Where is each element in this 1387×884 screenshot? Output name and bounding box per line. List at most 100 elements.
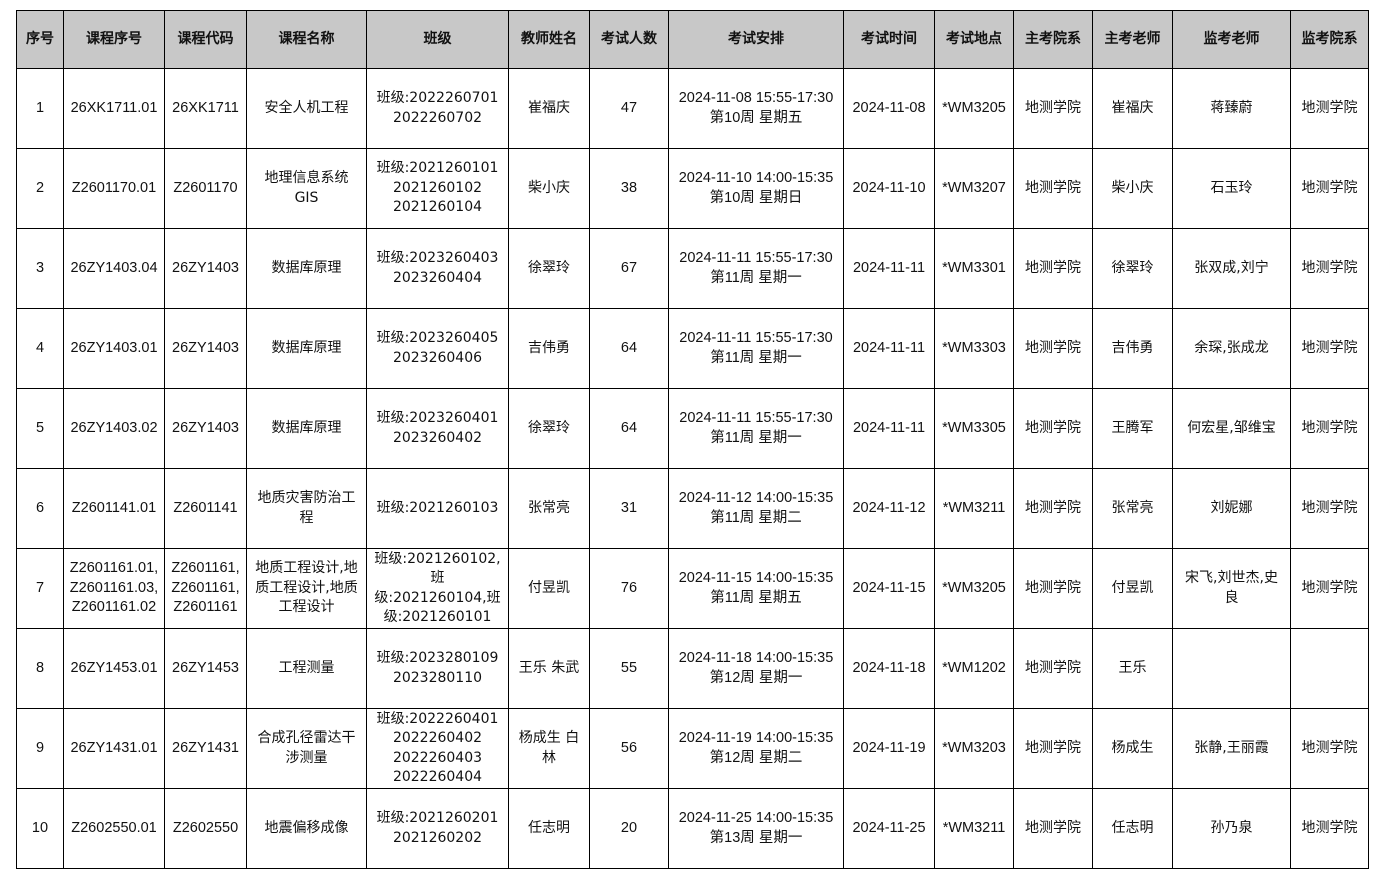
header-class: 班级 <box>366 10 509 69</box>
header-chief-teacher: 主考老师 <box>1092 10 1173 69</box>
cell-exam-count: 47 <box>589 68 669 149</box>
cell-course-seq: 26ZY1453.01 <box>63 628 165 709</box>
cell-exam-location: *WM3205 <box>934 68 1014 149</box>
cell-exam-arrangement: 2024-11-11 15:55-17:30 第11周 星期一 <box>668 388 844 469</box>
table-row: 7 Z2601161.01, Z2601161.03, Z2601161.02 Z2… <box>16 548 1369 629</box>
cell-course-name: 安全人机工程 <box>246 68 367 149</box>
cell-exam-date: 2024-11-15 <box>843 548 935 629</box>
cell-proctor: 张双成,刘宁 <box>1172 228 1291 309</box>
cell-exam-count: 76 <box>589 548 669 629</box>
cell-course-code: Z2601170 <box>164 148 247 229</box>
cell-chief-teacher: 吉伟勇 <box>1092 308 1173 389</box>
cell-exam-date: 2024-11-18 <box>843 628 935 709</box>
table-row: 10 Z2602550.01 Z2602550 地震偏移成像 班级:2021260201… <box>16 788 1369 869</box>
cell-exam-date: 2024-11-25 <box>843 788 935 869</box>
cell-exam-date: 2024-11-08 <box>843 68 935 149</box>
cell-teacher: 杨成生 白 林 <box>508 708 590 789</box>
cell-course-code: 26XK1711 <box>164 68 247 149</box>
header-exam-count: 考试人数 <box>589 10 669 69</box>
cell-course-name: 合成孔径雷达干 涉测量 <box>246 708 367 789</box>
cell-exam-arrangement: 2024-11-10 14:00-15:35 第10周 星期日 <box>668 148 844 229</box>
cell-exam-location: *WM3205 <box>934 548 1014 629</box>
cell-teacher: 吉伟勇 <box>508 308 590 389</box>
cell-teacher: 徐翠玲 <box>508 388 590 469</box>
cell-chief-teacher: 张常亮 <box>1092 468 1173 549</box>
cell-proctor-dept: 地测学院 <box>1290 228 1369 309</box>
cell-exam-arrangement: 2024-11-12 14:00-15:35 第11周 星期二 <box>668 468 844 549</box>
header-exam-location: 考试地点 <box>934 10 1014 69</box>
cell-proctor: 余琛,张成龙 <box>1172 308 1291 389</box>
cell-exam-count: 55 <box>589 628 669 709</box>
cell-exam-count: 67 <box>589 228 669 309</box>
cell-course-seq: Z2601141.01 <box>63 468 165 549</box>
cell-proctor-dept: 地测学院 <box>1290 788 1369 869</box>
cell-class: 班级:2021260101 2021260102 2021260104 <box>366 148 509 229</box>
cell-index: 6 <box>16 468 64 549</box>
header-exam-arrangement: 考试安排 <box>668 10 844 69</box>
header-proctor-dept: 监考院系 <box>1290 10 1369 69</box>
cell-course-name: 地质工程设计,地 质工程设计,地质 工程设计 <box>246 548 367 629</box>
header-exam-date: 考试时间 <box>843 10 935 69</box>
cell-exam-arrangement: 2024-11-19 14:00-15:35 第12周 星期二 <box>668 708 844 789</box>
header-course-name: 课程名称 <box>246 10 367 69</box>
cell-course-name: 地震偏移成像 <box>246 788 367 869</box>
cell-teacher: 张常亮 <box>508 468 590 549</box>
cell-exam-arrangement: 2024-11-18 14:00-15:35 第12周 星期一 <box>668 628 844 709</box>
cell-class: 班级:2023260401 2023260402 <box>366 388 509 469</box>
cell-exam-location: *WM3207 <box>934 148 1014 229</box>
cell-course-seq: 26XK1711.01 <box>63 68 165 149</box>
cell-class: 班级:2022260401 2022260402 2022260403 2022… <box>366 708 509 789</box>
cell-class: 班级:2023260405 2023260406 <box>366 308 509 389</box>
cell-chief-teacher: 柴小庆 <box>1092 148 1173 229</box>
cell-index: 7 <box>16 548 64 629</box>
cell-course-code: 26ZY1403 <box>164 388 247 469</box>
cell-course-name: 地质灾害防治工 程 <box>246 468 367 549</box>
cell-course-name: 数据库原理 <box>246 388 367 469</box>
cell-course-code: 26ZY1403 <box>164 228 247 309</box>
cell-teacher: 柴小庆 <box>508 148 590 229</box>
cell-exam-count: 64 <box>589 388 669 469</box>
cell-index: 1 <box>16 68 64 149</box>
cell-exam-location: *WM3211 <box>934 788 1014 869</box>
cell-proctor: 孙乃泉 <box>1172 788 1291 869</box>
cell-course-seq: 26ZY1403.04 <box>63 228 165 309</box>
cell-course-name: 地理信息系统 GIS <box>246 148 367 229</box>
table-row: 4 26ZY1403.01 26ZY1403 数据库原理 班级:2023260405 2… <box>16 308 1369 389</box>
cell-proctor-dept: 地测学院 <box>1290 68 1369 149</box>
cell-exam-arrangement: 2024-11-15 14:00-15:35 第11周 星期五 <box>668 548 844 629</box>
cell-exam-date: 2024-11-12 <box>843 468 935 549</box>
cell-course-seq: Z2601170.01 <box>63 148 165 229</box>
cell-exam-location: *WM3301 <box>934 228 1014 309</box>
cell-exam-count: 20 <box>589 788 669 869</box>
cell-course-code: Z2601161, Z2601161, Z2601161 <box>164 548 247 629</box>
cell-chief-dept: 地测学院 <box>1013 228 1093 309</box>
header-proctor: 监考老师 <box>1172 10 1291 69</box>
cell-course-code: 26ZY1403 <box>164 308 247 389</box>
table-row: 1 26XK1711.01 26XK1711 安全人机工程 班级:2022260701 … <box>16 68 1369 149</box>
cell-proctor <box>1172 628 1291 709</box>
cell-index: 4 <box>16 308 64 389</box>
cell-exam-date: 2024-11-11 <box>843 388 935 469</box>
cell-exam-date: 2024-11-11 <box>843 228 935 309</box>
table-row: 2 Z2601170.01 Z2601170 地理信息系统 GIS 班级:2021260… <box>16 148 1369 229</box>
cell-chief-teacher: 崔福庆 <box>1092 68 1173 149</box>
table-row: 3 26ZY1403.04 26ZY1403 数据库原理 班级:2023260403 2… <box>16 228 1369 309</box>
cell-course-seq: Z2601161.01, Z2601161.03, Z2601161.02 <box>63 548 165 629</box>
cell-chief-dept: 地测学院 <box>1013 788 1093 869</box>
cell-proctor: 宋飞,刘世杰,史 良 <box>1172 548 1291 629</box>
cell-teacher: 崔福庆 <box>508 68 590 149</box>
cell-chief-dept: 地测学院 <box>1013 68 1093 149</box>
header-course-seq: 课程序号 <box>63 10 165 69</box>
cell-proctor-dept: 地测学院 <box>1290 148 1369 229</box>
cell-chief-teacher: 王乐 <box>1092 628 1173 709</box>
cell-exam-location: *WM3211 <box>934 468 1014 549</box>
cell-proctor: 蒋臻蔚 <box>1172 68 1291 149</box>
cell-index: 2 <box>16 148 64 229</box>
header-course-code: 课程代码 <box>164 10 247 69</box>
header-teacher: 教师姓名 <box>508 10 590 69</box>
cell-teacher: 任志明 <box>508 788 590 869</box>
table-row: 6 Z2601141.01 Z2601141 地质灾害防治工 程班级:20212601… <box>16 468 1369 549</box>
cell-proctor-dept: 地测学院 <box>1290 308 1369 389</box>
cell-teacher: 王乐 朱武 <box>508 628 590 709</box>
cell-chief-teacher: 徐翠玲 <box>1092 228 1173 309</box>
